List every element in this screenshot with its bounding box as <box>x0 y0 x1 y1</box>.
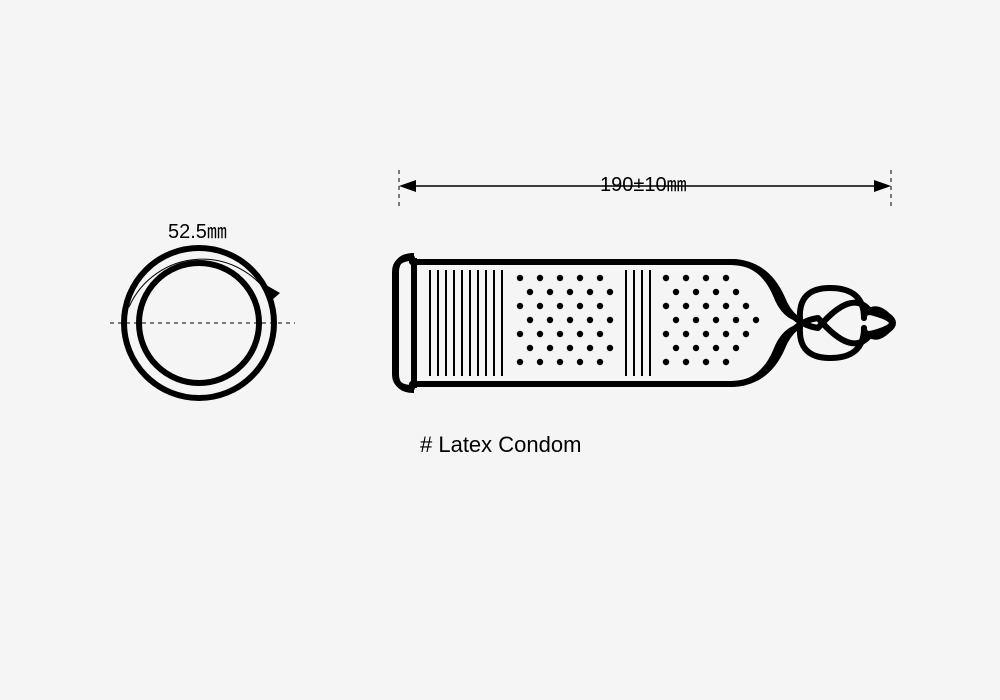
diagram-svg <box>0 0 1000 700</box>
dim-arrow-right <box>874 180 891 192</box>
dots-1 <box>517 275 613 365</box>
dots-2 <box>663 275 759 365</box>
ribs-2 <box>626 270 650 376</box>
length-label: 190±10㎜ <box>600 168 687 197</box>
ring-width-label: 52.5㎜ <box>168 215 227 244</box>
ribs-1 <box>430 270 502 376</box>
dim-arrow-left <box>399 180 416 192</box>
caption: # Latex Condom <box>420 432 581 458</box>
